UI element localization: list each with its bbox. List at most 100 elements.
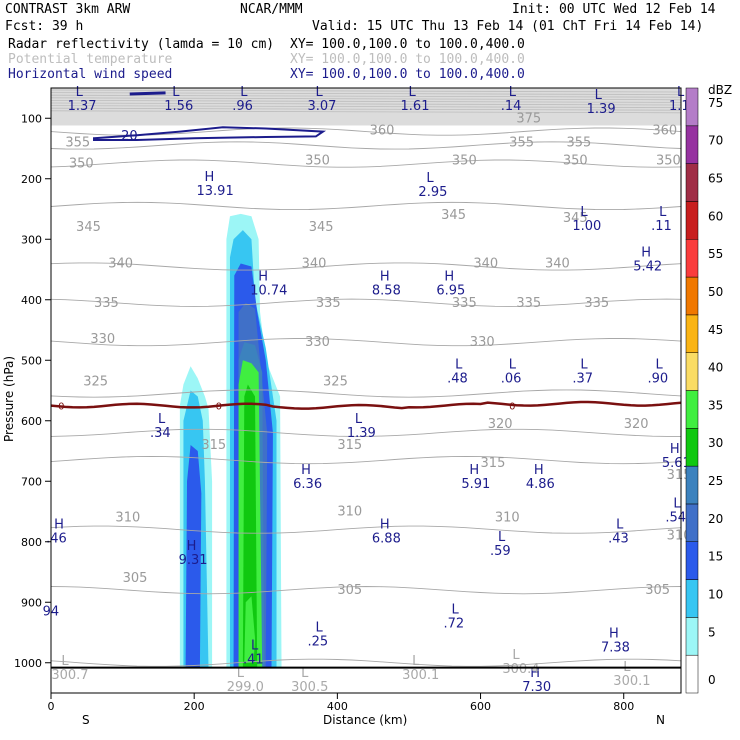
theta-label: 325	[323, 374, 348, 389]
colorbar-swatch	[685, 276, 699, 316]
colorbar-unit: dBZ	[708, 83, 732, 97]
theta-min-value: 300.7	[51, 668, 88, 683]
theta-min-letter: L	[512, 648, 520, 663]
y-tick-label: 500	[21, 354, 42, 367]
wind-contour-20	[93, 126, 327, 141]
theta-isoline	[51, 262, 681, 271]
theta-label: 335	[584, 296, 609, 311]
y-tick-label: 300	[21, 233, 42, 246]
hl-marker-letter: H	[641, 245, 651, 260]
upper-theta-line	[51, 110, 681, 114]
theta-label: 340	[473, 256, 498, 271]
theta-min-value: 300.5	[291, 680, 328, 695]
hl-marker-value: .46	[46, 532, 67, 547]
theta-min-value: 300.4	[502, 662, 539, 677]
theta-isoline	[51, 455, 681, 465]
theta-isoline	[51, 298, 681, 307]
hl-marker-letter: L	[595, 88, 603, 103]
theta-label: 340	[108, 256, 133, 271]
colorbar-level-label: 15	[708, 550, 723, 564]
plot-frame	[50, 87, 682, 694]
theta-label: 305	[645, 583, 670, 598]
hl-marker-value: .90	[648, 371, 669, 386]
colorbar: 0 5 10 15 20 25 30 35 40 45 50 55 60 65 70 75	[685, 87, 723, 694]
x-tick-label: 200	[184, 700, 205, 713]
forecast-hour: Fcst: 39 h	[5, 19, 83, 34]
hl-marker-letter: H	[444, 270, 454, 285]
hl-marker-letter: L	[673, 497, 681, 512]
hl-marker-value: .25	[307, 635, 328, 650]
upper-theta-line	[51, 100, 681, 103]
hl-marker-value: 1.56	[164, 99, 193, 114]
x-tick-label: 0	[48, 700, 55, 713]
hl-marker-letter: L	[240, 85, 248, 100]
hl-marker-letter: L	[315, 621, 323, 636]
hl-marker-value: .37	[572, 371, 593, 386]
theta-label: 315	[337, 438, 362, 453]
theta-isoline	[51, 389, 681, 398]
colorbar-level-label: 50	[708, 285, 723, 299]
hl-marker-value: .14	[501, 99, 522, 114]
theta-min-value: 300.1	[613, 674, 650, 689]
theta-label: 360	[370, 123, 395, 138]
theta-label: 350	[69, 157, 94, 172]
hl-marker-letter: L	[580, 205, 588, 220]
colorbar-level-label: 55	[708, 247, 723, 261]
hl-marker-value: .96	[232, 99, 253, 114]
hl-marker-value: .34	[150, 426, 171, 441]
hl-marker-value: .43	[608, 532, 629, 547]
colorbar-swatch	[685, 201, 699, 240]
theta-label: 330	[305, 335, 330, 350]
hl-marker-value: 1.61	[401, 99, 430, 114]
hl-marker-value: .72	[443, 616, 464, 631]
hl-marker-value: .11	[651, 219, 672, 234]
hl-marker-letter: H	[380, 518, 390, 533]
upper-theta-line	[51, 94, 681, 98]
model-title: CONTRAST 3km ARW	[5, 2, 130, 17]
hl-marker-value: 8.58	[372, 284, 401, 299]
wind-contour-label: 20	[121, 129, 138, 144]
freezing-level-line	[51, 400, 681, 410]
theta-label: 320	[624, 417, 649, 432]
hl-marker-letter: H	[205, 170, 215, 185]
theta-label: 335	[94, 296, 119, 311]
colorbar-swatch	[685, 87, 699, 127]
theta-label: 310	[115, 511, 140, 526]
theta-isoline-layer	[51, 89, 681, 667]
hl-marker-letter: L	[455, 357, 463, 372]
colorbar-swatch	[685, 503, 699, 542]
echo-west-15dbz	[185, 444, 202, 668]
x-axis-title: Distance (km)	[323, 713, 407, 727]
echo-east-35dbz	[242, 384, 258, 668]
hl-marker-value: 9.31	[179, 553, 208, 568]
colorbar-level-label: 30	[708, 436, 723, 450]
hl-marker-value: 7.30	[522, 680, 551, 695]
y-tick-label: 100	[21, 112, 42, 125]
colorbar-level-label: 65	[708, 172, 723, 186]
init-time: Init: 00 UTC Wed 12 Feb 14	[512, 2, 716, 17]
theta-label: 310	[337, 505, 362, 520]
colorbar-level-label: 60	[708, 209, 723, 223]
colorbar-swatch	[685, 579, 699, 618]
theta-label: 335	[452, 296, 477, 311]
colorbar-swatch	[685, 352, 699, 391]
field-xy-reflectivity: XY= 100.0,100.0 to 100.0,400.0	[290, 37, 525, 52]
hl-marker-letter: L	[409, 85, 417, 100]
theta-label: 315	[481, 456, 506, 471]
hl-marker-value: 1.1	[669, 99, 690, 114]
hl-marker-letter: L	[158, 412, 166, 427]
theta-label: 355	[566, 135, 591, 150]
colorbar-swatch	[685, 428, 699, 467]
theta-label: 335	[516, 296, 541, 311]
theta-label: 320	[488, 417, 513, 432]
hl-marker-value: 5.42	[633, 259, 662, 274]
hl-marker-letter: L	[172, 85, 180, 100]
theta-isoline	[51, 127, 681, 136]
theta-label: 315	[201, 438, 226, 453]
hl-marker-letter: L	[251, 639, 259, 654]
hl-marker-letter: L	[315, 85, 323, 100]
hl-marker-letter: L	[656, 357, 664, 372]
theta-label: 330	[90, 332, 115, 347]
colorbar-level-label: 45	[708, 323, 723, 337]
